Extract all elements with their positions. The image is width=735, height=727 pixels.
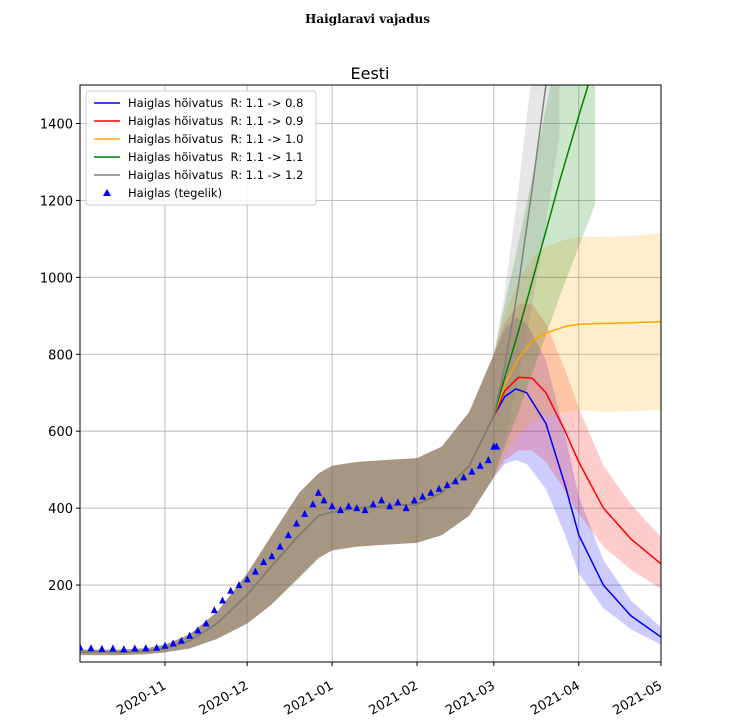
- chart-title: Eesti: [350, 64, 389, 83]
- actual-point: [460, 473, 468, 481]
- x-tick-label: 2021-01: [282, 678, 337, 718]
- actual-point: [169, 639, 177, 647]
- actual-point: [328, 502, 336, 510]
- actual-point: [219, 596, 226, 604]
- actual-point: [177, 636, 185, 644]
- actual-point: [361, 506, 369, 514]
- actual-point: [194, 626, 202, 634]
- actual-point: [98, 644, 106, 652]
- actual-point: [131, 644, 139, 652]
- x-tick-label: 2021-04: [528, 678, 583, 718]
- actual-point: [109, 644, 117, 652]
- y-tick-label: 1400: [40, 117, 73, 132]
- actual-point: [293, 519, 300, 527]
- plot-frame: [79, 84, 662, 663]
- actual-point: [227, 586, 235, 594]
- actual-point: [235, 581, 243, 589]
- actual-point: [419, 492, 427, 500]
- actual-point: [378, 496, 385, 504]
- y-tick-label: 800: [48, 348, 73, 363]
- legend-label: Haiglas hõivatus R: 1.1 -> 1.0: [128, 132, 303, 146]
- projection-band: [493, 304, 661, 589]
- x-tick-label: 2021-02: [367, 678, 422, 718]
- y-tick-label: 1000: [40, 271, 73, 286]
- x-tick-label: 2021-03: [443, 678, 498, 718]
- legend-label: Haiglas (tegelik): [128, 186, 222, 200]
- projection-band: [493, 85, 560, 478]
- actual-point: [260, 558, 268, 565]
- actual-point: [202, 619, 210, 627]
- actual-point: [394, 498, 402, 506]
- actual-point: [410, 496, 418, 504]
- actual-point: [353, 504, 361, 512]
- series-line: [493, 85, 547, 416]
- actual-point: [284, 531, 292, 539]
- x-tick-label: 2020-11: [114, 678, 169, 718]
- history-band: [80, 354, 494, 656]
- actual-point: [314, 488, 322, 496]
- actual-point: [493, 442, 501, 450]
- projection-band: [493, 85, 596, 478]
- y-tick-label: 600: [48, 425, 73, 440]
- actual-point: [476, 461, 484, 469]
- legend-label: Haiglas hõivatus R: 1.1 -> 0.8: [128, 96, 303, 110]
- actual-point: [427, 488, 435, 496]
- actual-point: [142, 644, 150, 652]
- actual-point: [435, 484, 443, 492]
- actual-point: [161, 641, 169, 649]
- series-line: [493, 85, 589, 417]
- actual-point: [210, 606, 218, 614]
- y-tick-label: 200: [48, 579, 73, 594]
- y-tick-label: 1200: [40, 194, 73, 209]
- actual-point: [301, 509, 309, 517]
- actual-point: [120, 645, 128, 653]
- x-tick-label: 2021-05: [610, 678, 665, 718]
- actual-point: [309, 500, 317, 508]
- legend-label: Haiglas hõivatus R: 1.1 -> 0.9: [128, 114, 303, 128]
- actual-point: [153, 643, 161, 651]
- actual-point: [386, 502, 394, 510]
- actual-markers: [80, 442, 501, 653]
- legend-swatch: [103, 189, 111, 196]
- series-line: [493, 376, 661, 565]
- actual-point: [345, 502, 353, 510]
- actual-point: [369, 500, 377, 508]
- actual-point: [336, 506, 344, 514]
- actual-point: [452, 477, 459, 485]
- actual-point: [468, 467, 476, 475]
- actual-point: [186, 631, 194, 639]
- actual-point: [276, 542, 284, 550]
- series-line: [493, 388, 661, 638]
- legend-label: Haiglas hõivatus R: 1.1 -> 1.1: [128, 150, 303, 164]
- series-line: [493, 320, 661, 417]
- actual-point: [251, 567, 259, 575]
- projection-band: [493, 233, 661, 478]
- actual-point: [443, 481, 451, 489]
- actual-point: [87, 644, 95, 652]
- actual-point: [243, 575, 251, 583]
- projection-band: [493, 317, 661, 645]
- x-tick-label: 2020-12: [197, 678, 252, 718]
- x-axis: 2020-11 2020-12 2021-01 2021-02 2021-03 2021-…: [114, 662, 665, 719]
- actual-point: [484, 456, 492, 464]
- legend-box: [85, 90, 317, 206]
- legend: Haiglas hõivatus R: 1.1 -> 0.8 Haiglas hõ…: [85, 90, 317, 206]
- y-tick-label: 400: [48, 502, 73, 517]
- actual-point: [268, 552, 276, 560]
- legend-label: Haiglas hõivatus R: 1.1 -> 1.2: [128, 168, 303, 182]
- actual-point: [320, 496, 328, 504]
- page-title: Haiglaravi vajadus: [305, 12, 430, 26]
- actual-point: [402, 504, 410, 512]
- actual-point: [80, 643, 84, 651]
- y-axis: 200 400 600 800 1000 1200 1400: [40, 117, 80, 594]
